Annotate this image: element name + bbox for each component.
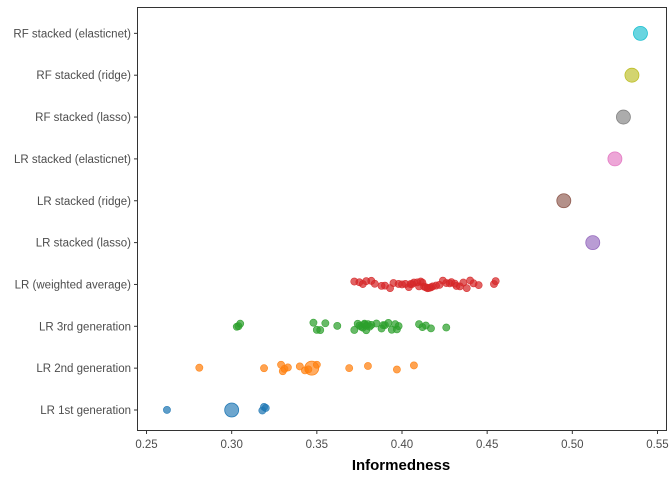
y-tick-label: RF stacked (ridge) bbox=[36, 70, 131, 82]
summary-point bbox=[304, 360, 320, 376]
data-point bbox=[384, 319, 393, 327]
data-point bbox=[462, 284, 471, 293]
data-point bbox=[260, 364, 268, 373]
data-point bbox=[350, 326, 359, 334]
summary-point bbox=[224, 402, 240, 418]
data-point bbox=[316, 326, 325, 334]
data-point bbox=[163, 406, 171, 414]
summary-point bbox=[607, 151, 623, 167]
y-tick-label: LR stacked (ridge) bbox=[37, 196, 131, 208]
data-point bbox=[321, 319, 330, 328]
data-point bbox=[295, 362, 304, 371]
x-tick-label: 0.45 bbox=[476, 439, 498, 451]
y-tick-label: LR 3rd generation bbox=[39, 321, 131, 333]
summary-point bbox=[556, 193, 572, 209]
data-point bbox=[333, 321, 342, 330]
y-tick-label: LR stacked (elasticnet) bbox=[14, 154, 131, 166]
data-point bbox=[410, 361, 418, 370]
data-point bbox=[394, 322, 403, 330]
data-point bbox=[442, 323, 451, 332]
data-point bbox=[195, 363, 204, 372]
data-point bbox=[491, 277, 500, 286]
y-tick-label: LR stacked (lasso) bbox=[36, 238, 131, 250]
data-point bbox=[261, 404, 270, 412]
x-tick-label: 0.30 bbox=[220, 439, 242, 451]
y-tick-label: RF stacked (lasso) bbox=[35, 112, 131, 124]
data-point bbox=[427, 324, 435, 333]
y-tick-label: LR 1st generation bbox=[40, 405, 131, 417]
data-point bbox=[283, 363, 292, 372]
y-tick-label: LR 2nd generation bbox=[36, 363, 131, 375]
x-axis: 0.25 0.30 0.35 0.40 0.45 0.50 0.55 bbox=[135, 430, 669, 451]
y-tick-label: RF stacked (elasticnet) bbox=[13, 28, 131, 40]
points-layer bbox=[163, 25, 648, 418]
x-tick-label: 0.55 bbox=[646, 439, 668, 451]
summary-point bbox=[624, 67, 640, 83]
x-tick-label: 0.35 bbox=[306, 439, 328, 451]
data-point bbox=[392, 365, 401, 374]
summary-point bbox=[633, 25, 648, 41]
data-point bbox=[474, 281, 483, 290]
data-point bbox=[364, 362, 372, 370]
data-point bbox=[345, 364, 354, 373]
data-point bbox=[370, 279, 379, 288]
x-tick-label: 0.40 bbox=[391, 439, 413, 451]
y-axis: LR 1st generation LR 2nd generation LR 3rd… bbox=[13, 28, 138, 417]
summary-point bbox=[585, 235, 601, 251]
data-point bbox=[309, 318, 318, 327]
x-tick-label: 0.50 bbox=[561, 439, 583, 451]
x-tick-label: 0.25 bbox=[135, 439, 157, 451]
x-axis-title: Informedness bbox=[352, 457, 450, 474]
y-tick-label: LR (weighted average) bbox=[15, 279, 132, 291]
data-point bbox=[236, 319, 245, 328]
summary-point bbox=[616, 109, 631, 125]
